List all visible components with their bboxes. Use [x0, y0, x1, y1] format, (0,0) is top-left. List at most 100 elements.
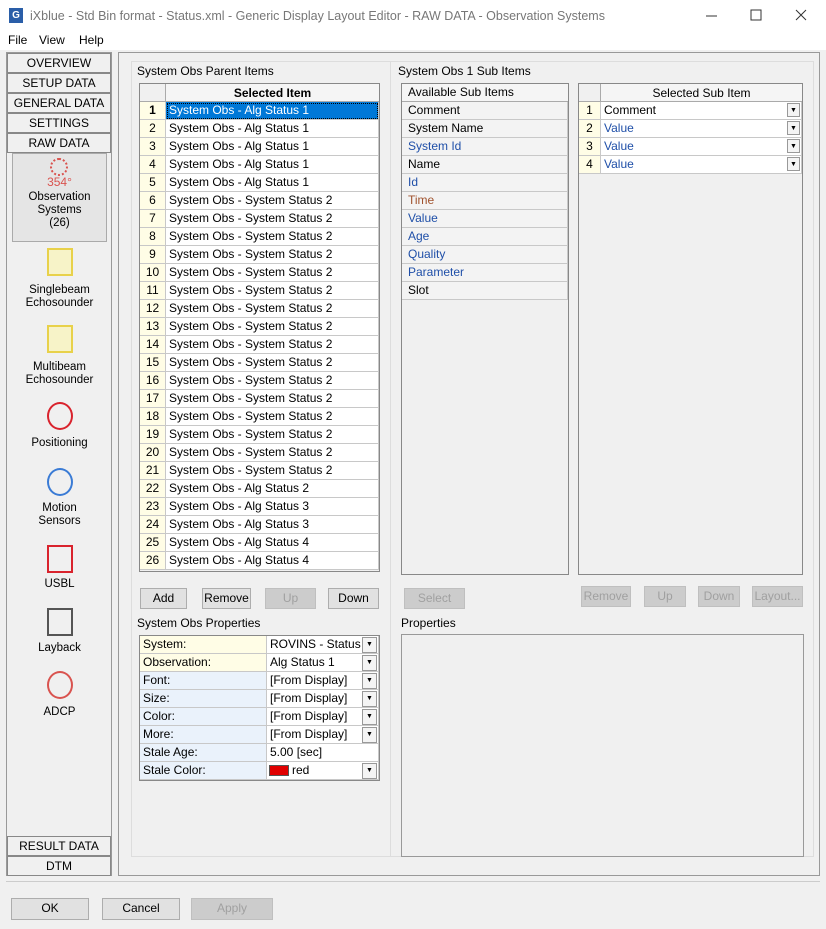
dropdown-arrow[interactable]: ▼	[362, 763, 377, 779]
prop-value[interactable]: [From Display] ▼	[267, 726, 379, 744]
row-item[interactable]: System Obs - Alg Status 1	[166, 156, 379, 174]
available-item[interactable]: System Id	[402, 138, 568, 156]
row-item[interactable]: System Obs - System Status 2	[166, 264, 379, 282]
row-item[interactable]: System Obs - System Status 2	[166, 462, 379, 480]
available-item[interactable]: Name	[402, 156, 568, 174]
menu-item[interactable]: File	[8, 33, 28, 47]
dropdown-arrow[interactable]: ▼	[362, 727, 377, 743]
button[interactable]: OK	[11, 898, 89, 920]
row-item[interactable]: System Obs - System Status 2	[166, 282, 379, 300]
row-item[interactable]: Value ▼	[601, 120, 802, 138]
row-item[interactable]: System Obs - Alg Status 3	[166, 516, 379, 534]
row-number[interactable]: 1	[579, 102, 601, 120]
nav-tab[interactable]: OVERVIEW	[7, 53, 111, 73]
nav-tab[interactable]: GENERAL DATA	[7, 93, 111, 113]
row-item[interactable]: System Obs - System Status 2	[166, 318, 379, 336]
row-number[interactable]: 6	[140, 192, 166, 210]
dropdown-arrow[interactable]: ▼	[362, 709, 377, 725]
row-item[interactable]: System Obs - System Status 2	[166, 372, 379, 390]
available-item[interactable]: Time	[402, 192, 568, 210]
row-item[interactable]: System Obs - System Status 2	[166, 408, 379, 426]
row-item[interactable]: System Obs - Alg Status 1	[166, 174, 379, 192]
nav-item-label[interactable]: Echosounder	[25, 297, 94, 309]
row-number[interactable]: 7	[140, 210, 166, 228]
prop-value[interactable]: red ▼	[267, 762, 379, 780]
row-number[interactable]: 21	[140, 462, 166, 480]
row-number[interactable]: 22	[140, 480, 166, 498]
button[interactable]: Remove	[581, 586, 631, 607]
row-number[interactable]: 3	[579, 138, 601, 156]
button[interactable]: Down	[698, 586, 740, 607]
row-item[interactable]: Comment ▼	[601, 102, 802, 120]
dropdown-arrow[interactable]: ▼	[362, 673, 377, 689]
row-number[interactable]: 19	[140, 426, 166, 444]
button[interactable]: Down	[328, 588, 379, 609]
row-number[interactable]: 15	[140, 354, 166, 372]
row-number[interactable]: 2	[140, 120, 166, 138]
row-item[interactable]: System Obs - Alg Status 2	[166, 480, 379, 498]
dropdown-arrow[interactable]: ▼	[787, 103, 800, 117]
row-number[interactable]: 11	[140, 282, 166, 300]
row-number[interactable]: 5	[140, 174, 166, 192]
row-item[interactable]: System Obs - Alg Status 1	[166, 138, 379, 156]
row-number[interactable]: 20	[140, 444, 166, 462]
row-number[interactable]: 2	[579, 120, 601, 138]
prop-value[interactable]: ROVINS - Status ▼	[267, 636, 379, 654]
row-item[interactable]: System Obs - System Status 2	[166, 192, 379, 210]
dropdown-arrow[interactable]: ▼	[362, 655, 377, 671]
nav-item-selected[interactable]: 354°	[12, 153, 107, 242]
row-item[interactable]: System Obs - System Status 2	[166, 336, 379, 354]
nav-item-label[interactable]: Layback	[38, 642, 81, 654]
row-item[interactable]: System Obs - System Status 2	[166, 246, 379, 264]
nav-tab[interactable]: SETUP DATA	[7, 73, 111, 93]
row-item[interactable]: System Obs - Alg Status 1	[166, 120, 379, 138]
row-item[interactable]: System Obs - Alg Status 4	[166, 534, 379, 552]
available-item[interactable]: Slot	[402, 282, 568, 300]
row-number[interactable]: 12	[140, 300, 166, 318]
button[interactable]: Up	[265, 588, 316, 609]
nav-item-label[interactable]: ADCP	[43, 706, 76, 718]
row-number[interactable]: 25	[140, 534, 166, 552]
menu-item[interactable]: Help	[79, 33, 104, 47]
row-number[interactable]: 4	[140, 156, 166, 174]
row-item[interactable]: System Obs - Alg Status 4	[166, 552, 379, 570]
available-item[interactable]: System Name	[402, 120, 568, 138]
row-number[interactable]: 13	[140, 318, 166, 336]
dropdown-arrow[interactable]: ▼	[787, 157, 800, 171]
dropdown-arrow[interactable]: ▼	[787, 139, 800, 153]
row-number[interactable]: 24	[140, 516, 166, 534]
nav-item-label[interactable]: (26)	[49, 217, 70, 229]
button[interactable]: Add	[140, 588, 187, 609]
dropdown-arrow[interactable]: ▼	[362, 637, 377, 653]
row-number[interactable]: 26	[140, 552, 166, 570]
nav-item-label[interactable]: Positioning	[31, 437, 88, 449]
row-number[interactable]: 8	[140, 228, 166, 246]
button[interactable]: Cancel	[102, 898, 180, 920]
row-number[interactable]: 1	[140, 102, 166, 120]
available-item[interactable]: Age	[402, 228, 568, 246]
window-controls[interactable]	[700, 6, 820, 26]
row-number[interactable]: 17	[140, 390, 166, 408]
available-item[interactable]: Comment	[402, 102, 568, 120]
button[interactable]: Select	[404, 588, 465, 609]
nav-tab[interactable]: DTM	[7, 856, 111, 876]
prop-value[interactable]: [From Display] ▼	[267, 672, 379, 690]
nav-tab[interactable]: SETTINGS	[7, 113, 111, 133]
nav-item-label[interactable]: Singlebeam	[29, 284, 90, 296]
prop-value[interactable]: 5.00 [sec]	[267, 744, 379, 762]
row-item[interactable]: System Obs - Alg Status 3	[166, 498, 379, 516]
row-item[interactable]: System Obs - System Status 2	[166, 354, 379, 372]
menu-item[interactable]: View	[39, 33, 65, 47]
row-number[interactable]: 14	[140, 336, 166, 354]
available-item[interactable]: Value	[402, 210, 568, 228]
available-item[interactable]: Id	[402, 174, 568, 192]
row-number[interactable]: 9	[140, 246, 166, 264]
nav-item-label[interactable]: Observation	[28, 191, 91, 203]
button[interactable]: Up	[644, 586, 686, 607]
row-item[interactable]: Value ▼	[601, 156, 802, 174]
button[interactable]: Remove	[202, 588, 251, 609]
row-item[interactable]: System Obs - System Status 2	[166, 444, 379, 462]
nav-item-label[interactable]: USBL	[44, 578, 75, 590]
row-item[interactable]: Value ▼	[601, 138, 802, 156]
prop-value[interactable]: [From Display] ▼	[267, 690, 379, 708]
